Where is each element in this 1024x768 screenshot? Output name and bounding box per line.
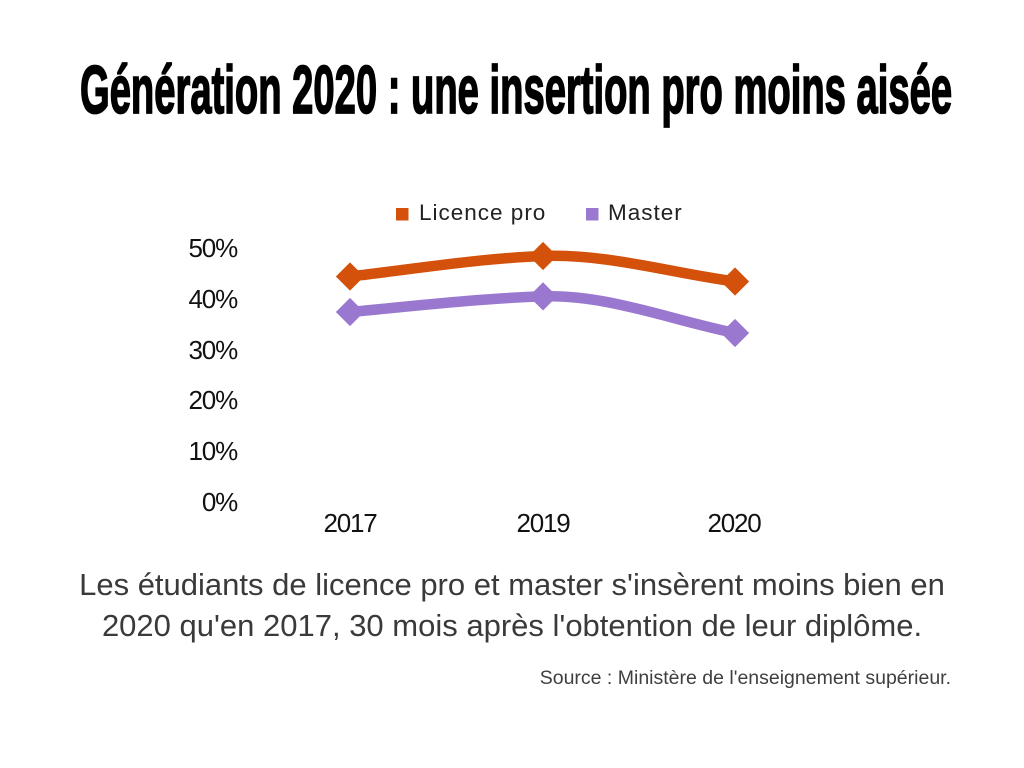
svg-text:40%: 40%	[189, 284, 239, 314]
svg-text:0%: 0%	[202, 487, 238, 517]
svg-text:50%: 50%	[189, 233, 239, 263]
svg-text:Master: Master	[608, 200, 683, 225]
svg-text:2019: 2019	[516, 508, 570, 538]
svg-text:20%: 20%	[189, 385, 239, 415]
svg-text:Licence pro: Licence pro	[419, 200, 546, 225]
svg-text:2020: 2020	[707, 508, 761, 538]
svg-text:30%: 30%	[189, 335, 239, 365]
svg-text:2017: 2017	[323, 508, 377, 538]
svg-text:10%: 10%	[189, 436, 239, 466]
